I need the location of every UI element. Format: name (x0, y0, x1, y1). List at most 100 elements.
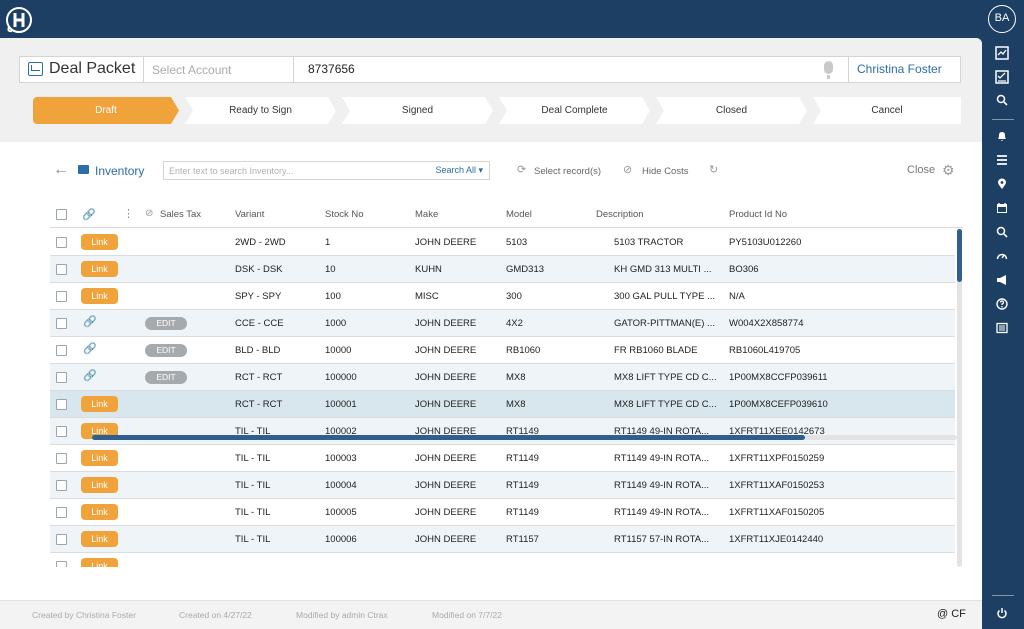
gear-icon[interactable]: ⚙ (942, 162, 955, 178)
bell-icon[interactable] (995, 130, 1009, 144)
row-checkbox[interactable] (56, 291, 67, 302)
column-model[interactable]: Model (506, 209, 532, 220)
table-row[interactable]: Link SPY - SPY 100 MISC 300 300 GAL PULL TYPE… (50, 283, 955, 310)
column-menu-icon[interactable]: ⋮ (123, 208, 134, 220)
cell-model: 4X2 (506, 318, 523, 329)
customer-field[interactable]: Christina Foster (848, 57, 960, 82)
right-rail: BA (982, 0, 1024, 629)
vertical-scroll-thumb[interactable] (957, 229, 962, 282)
chain-link-icon[interactable]: 🔗 (83, 343, 97, 355)
table-row[interactable]: Link RCT - RCT 100001 JOHN DEERE MX8 MX8 LIFT… (50, 391, 955, 418)
edit-tax-button[interactable]: EDIT (145, 317, 187, 330)
refresh-icon[interactable]: ↻ (709, 164, 719, 176)
table-row[interactable]: 🔗 EDIT BLD - BLD 10000 JOHN DEERE RB1060 FR RB… (50, 337, 955, 364)
calendar-icon[interactable] (995, 202, 1009, 216)
power-icon[interactable] (995, 607, 1009, 621)
row-checkbox[interactable] (56, 480, 67, 491)
horizontal-scroll-thumb[interactable] (92, 435, 805, 440)
row-checkbox[interactable] (56, 318, 67, 329)
cell-stock-no: 100005 (325, 507, 357, 518)
deal-icon[interactable] (995, 46, 1009, 60)
link-button[interactable]: Link (81, 504, 118, 520)
row-checkbox[interactable] (56, 507, 67, 518)
row-checkbox[interactable] (56, 399, 67, 410)
cell-stock-no: 100004 (325, 480, 357, 491)
table-row[interactable]: 🔗 EDIT CCE - CCE 1000 JOHN DEERE 4X2 GATOR-PIT… (50, 310, 955, 337)
row-checkbox[interactable] (56, 264, 67, 275)
row-checkbox[interactable] (56, 561, 67, 567)
vertical-scrollbar[interactable] (957, 229, 962, 567)
link-button[interactable]: Link (81, 558, 118, 567)
customer-name[interactable]: Christina Foster (857, 62, 942, 76)
column-product-id[interactable]: Product Id No (729, 209, 788, 220)
hide-costs-button[interactable]: Hide Costs (642, 166, 689, 177)
select-records-button[interactable]: Select record(s) (534, 166, 602, 177)
table-row[interactable]: Link TIL - TIL 100002 JOHN DEERE RT1149 RT114… (50, 418, 955, 445)
step-draft[interactable]: Draft (33, 97, 179, 124)
account-select[interactable]: Select Account (144, 57, 294, 82)
cell-model: RB1060 (506, 345, 541, 356)
row-checkbox[interactable] (56, 453, 67, 464)
chain-link-icon[interactable]: 🔗 (83, 370, 97, 382)
table-row[interactable]: Link TIL - TIL 100006 JOHN DEERE RT1157 RT115… (50, 526, 955, 553)
link-button[interactable]: Link (81, 234, 118, 250)
search-scope-dropdown[interactable]: Search All ▾ (435, 165, 483, 175)
cell-model: RT1149 (506, 507, 539, 518)
column-stock-no[interactable]: Stock No (325, 209, 364, 220)
cell-description: GATOR-PITTMAN(E) ... (614, 318, 715, 329)
megaphone-icon[interactable] (995, 274, 1009, 288)
step-closed[interactable]: Closed (656, 97, 807, 124)
location-pin-icon[interactable] (995, 178, 1009, 192)
row-checkbox[interactable] (56, 534, 67, 545)
select-all-checkbox[interactable] (56, 209, 67, 220)
column-make[interactable]: Make (415, 209, 439, 220)
search-icon[interactable] (995, 94, 1009, 108)
step-deal-complete[interactable]: Deal Complete (499, 97, 650, 124)
row-checkbox[interactable] (56, 426, 67, 437)
table-row[interactable]: Link (50, 553, 955, 567)
close-button[interactable]: Close (907, 164, 936, 176)
link-button[interactable]: Link (81, 531, 118, 547)
cell-product-id: BO306 (729, 264, 759, 275)
inventory-search-input[interactable] (169, 164, 419, 177)
step-signed[interactable]: Signed (342, 97, 493, 124)
column-variant[interactable]: Variant (235, 209, 265, 220)
link-button[interactable]: Link (81, 288, 118, 304)
column-description[interactable]: Description (596, 209, 644, 220)
column-sales-tax[interactable]: Sales Tax (160, 209, 202, 220)
search-icon[interactable] (995, 226, 1009, 240)
table-row[interactable]: Link TIL - TIL 100004 JOHN DEERE RT1149 RT114… (50, 472, 955, 499)
help-icon[interactable] (995, 298, 1009, 312)
table-row[interactable]: Link TIL - TIL 100003 JOHN DEERE RT1149 RT114… (50, 445, 955, 472)
step-cancel[interactable]: Cancel (813, 97, 961, 124)
cell-product-id: 1XFRT11XPF0150259 (729, 453, 825, 464)
edit-tax-button[interactable]: EDIT (145, 344, 187, 357)
row-checkbox[interactable] (56, 372, 67, 383)
cell-variant: TIL - TIL (235, 453, 271, 464)
table-row[interactable]: Link 2WD - 2WD 1 JOHN DEERE 5103 5103 TRACTOR… (50, 229, 955, 256)
table-row[interactable]: Link TIL - TIL 100005 JOHN DEERE RT1149 RT114… (50, 499, 955, 526)
table-row[interactable]: 🔗 EDIT RCT - RCT 100000 JOHN DEERE MX8 MX8 LIF… (50, 364, 955, 391)
list-icon[interactable] (995, 322, 1009, 336)
horizontal-scrollbar[interactable] (92, 435, 957, 440)
link-button[interactable]: Link (81, 450, 118, 466)
app-logo-icon[interactable] (4, 5, 34, 35)
row-checkbox[interactable] (56, 237, 67, 248)
table-row[interactable]: Link DSK - DSK 10 KUHN GMD313 KH GMD 313 MULT… (50, 256, 955, 283)
step-ready-to-sign[interactable]: Ready to Sign (185, 97, 336, 124)
checklist-icon[interactable] (995, 70, 1009, 84)
cell-make: JOHN DEERE (415, 507, 477, 518)
microphone-icon[interactable] (824, 61, 833, 79)
link-button[interactable]: Link (81, 261, 118, 277)
speedometer-icon[interactable] (995, 250, 1009, 264)
row-checkbox[interactable] (56, 345, 67, 356)
link-button[interactable]: Link (81, 396, 118, 412)
menu-icon[interactable] (995, 154, 1009, 168)
user-avatar[interactable]: BA (988, 5, 1016, 33)
cell-product-id: 1XFRT11XAF0150253 (729, 480, 825, 491)
edit-tax-button[interactable]: EDIT (145, 371, 187, 384)
link-button[interactable]: Link (81, 477, 118, 493)
back-arrow-icon[interactable]: ← (53, 161, 69, 178)
chain-link-icon[interactable]: 🔗 (83, 316, 97, 328)
cell-product-id: 1P00MX8CEFP039610 (729, 399, 828, 410)
